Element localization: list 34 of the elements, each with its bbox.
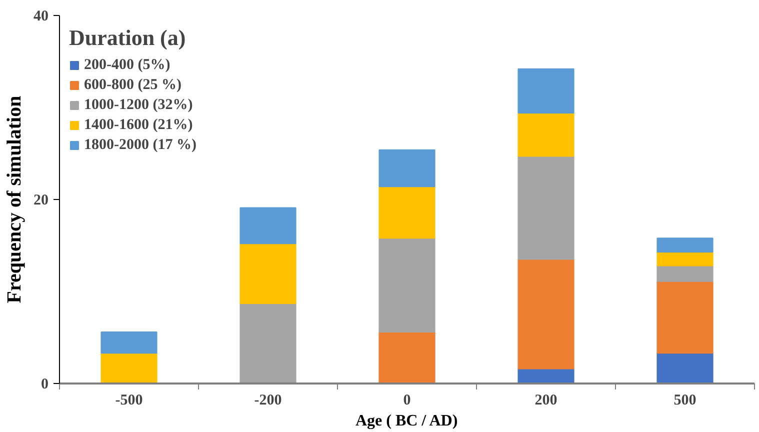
- bar: [100, 331, 158, 354]
- y-axis-title: Frequency of simulation: [4, 96, 26, 304]
- x-tick-label: 200: [534, 392, 558, 408]
- bar: [518, 112, 574, 157]
- bar: [240, 207, 296, 244]
- x-tick-label: 0: [403, 392, 411, 408]
- x-tick-label: -200: [254, 392, 282, 408]
- bar: [240, 243, 296, 304]
- bar: [656, 238, 714, 252]
- x-axis-title: Age ( BC / AD): [355, 412, 458, 430]
- bar: [378, 331, 436, 384]
- bar: [656, 280, 714, 354]
- bar: [378, 149, 436, 188]
- legend-label: 1400-1600 (21%): [84, 116, 193, 134]
- bar: [518, 68, 574, 114]
- bar: [100, 352, 158, 384]
- legend-label: 1000-1200 (32%): [84, 96, 193, 114]
- bar: [378, 238, 436, 332]
- bar: [518, 156, 574, 260]
- bar: [656, 265, 714, 282]
- y-tick-label: 0: [41, 376, 48, 392]
- legend-label: 1800-2000 (17 %): [84, 136, 196, 154]
- legend-title: Duration (a): [69, 25, 187, 51]
- x-tick-label: -500: [115, 392, 143, 408]
- bar: [656, 352, 714, 384]
- bar: [240, 302, 296, 384]
- y-tick-label: 20: [34, 192, 48, 208]
- legend-label: 200-400 (5%): [84, 56, 170, 74]
- bar: [656, 251, 714, 266]
- bar: [378, 186, 436, 239]
- x-tick-label: 500: [674, 392, 696, 408]
- bar: [518, 258, 574, 370]
- y-tick-label: 40: [34, 8, 48, 24]
- legend-label: 600-800 (25 %): [84, 76, 182, 94]
